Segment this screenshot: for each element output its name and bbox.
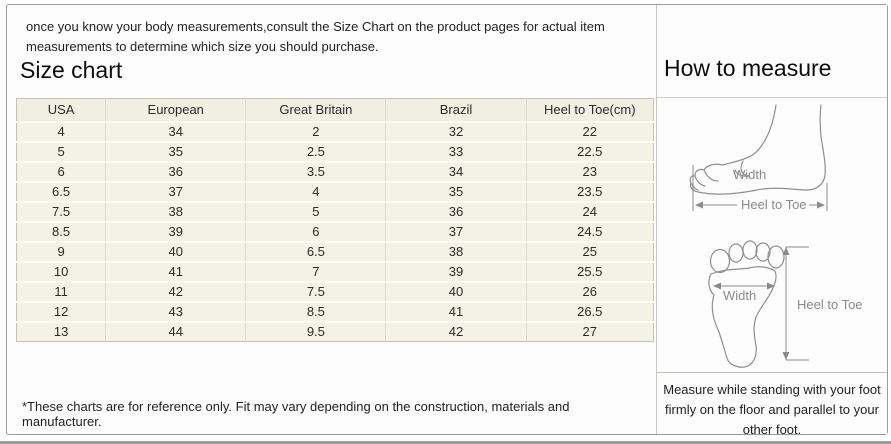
column-header-brazil: Brazil [385,98,527,122]
foot-side-outline-icon [689,104,826,195]
table-cell: 7.5 [245,280,386,302]
table-row: 7.5 38 5 36 24 [16,200,654,222]
foot-sole-view-diagram: Width Heel to Toe [708,240,863,368]
column-header-european: European [105,98,246,122]
table-row: 8.5 39 6 37 24.5 [16,220,654,242]
table-header-row: USA European Great Britain Brazil Heel t… [16,98,654,122]
size-chart-title: Size chart [20,57,123,83]
table-row: 10 41 7 39 25.5 [16,260,654,282]
table-cell: 41 [385,300,527,322]
table-cell: 2.5 [245,140,386,162]
table-cell: 9.5 [245,320,386,342]
table-row: 6.5 37 4 35 23.5 [16,180,654,202]
table-cell: 23 [525,160,654,182]
heel-to-toe-measure-lines [692,165,828,211]
table-cell: 8.5 [245,300,386,322]
table-cell: 4 [16,120,106,142]
table-row: 6 36 3.5 34 23 [16,160,654,182]
table-cell: 33 [385,140,527,162]
table-cell: 34 [105,120,246,142]
table-cell: 11 [16,280,106,302]
how-to-measure-title: How to measure [664,55,832,81]
table-row: 5 35 2.5 33 22.5 [16,140,654,162]
table-cell: 37 [385,220,527,242]
table-cell: 39 [105,220,246,242]
table-cell: 24.5 [525,220,654,242]
table-cell: 4 [245,180,386,202]
table-cell: 9 [16,240,106,262]
table-cell: 12 [16,300,106,322]
sole-measure-lines [713,246,809,361]
table-row: 11 42 7.5 40 26 [16,280,654,302]
content-frame: once you know your body measurements,con… [6,4,888,437]
column-header-usa: USA [16,98,106,122]
intro-text: once you know your body measurements,con… [26,19,605,54]
measuring-instructions: Measure while standing with your foot fi… [663,382,881,438]
table-cell: 27 [525,320,654,342]
table-cell: 6 [16,160,106,182]
side-width-label: Width [733,167,766,182]
instructions-divider [657,372,887,373]
table-cell: 10 [16,260,106,282]
table-cell: 35 [385,180,527,202]
table-cell: 42 [105,280,246,302]
table-cell: 39 [385,260,527,282]
side-heel-to-toe-label: Heel to Toe [741,197,807,212]
table-row: 4 34 2 32 22 [16,120,654,142]
table-cell: 6 [245,220,386,242]
table-cell: 38 [385,240,527,262]
column-header-great-britain: Great Britain [245,98,386,122]
table-row: 13 44 9.5 42 27 [16,320,654,342]
table-cell: 26 [525,280,654,302]
table-cell: 2 [245,120,386,142]
heading-divider [657,97,887,98]
table-row: 12 43 8.5 41 26.5 [16,300,654,322]
table-cell: 36 [385,200,527,222]
size-chart-table: USA European Great Britain Brazil Heel t… [16,98,654,342]
table-cell: 36 [105,160,246,182]
how-to-measure-panel: How to measure [656,5,887,437]
size-chart-panel: once you know your body measurements,con… [7,5,656,434]
table-cell: 3.5 [245,160,386,182]
table-cell: 22 [525,120,654,142]
table-body: 4 34 2 32 22 5 35 2.5 33 22.5 6 36 3.5 34 23 6.5 37 4 35 23… [16,120,654,342]
foot-side-view-diagram: Width Heel to Toe [689,104,828,212]
table-cell: 34 [385,160,527,182]
table-cell: 43 [105,300,246,322]
reference-footnote: *These charts are for reference only. Fi… [22,399,570,429]
table-cell: 40 [385,280,527,302]
table-cell: 6.5 [16,180,106,202]
sole-width-label: Width [723,288,756,303]
table-cell: 7.5 [16,200,106,222]
table-cell: 22.5 [525,140,654,162]
bottom-edge-shadow [0,441,891,444]
table-cell: 24 [525,200,654,222]
table-cell: 32 [385,120,527,142]
table-cell: 42 [385,320,527,342]
table-cell: 25 [525,240,654,262]
table-cell: 35 [105,140,246,162]
table-cell: 37 [105,180,246,202]
table-cell: 23.5 [525,180,654,202]
table-cell: 7 [245,260,386,282]
table-cell: 41 [105,260,246,282]
table-cell: 13 [16,320,106,342]
table-cell: 5 [16,140,106,162]
table-cell: 25.5 [525,260,654,282]
table-cell: 5 [245,200,386,222]
foot-sole-outline-icon [708,240,785,368]
table-cell: 8.5 [16,220,106,242]
table-row: 9 40 6.5 38 25 [16,240,654,262]
sole-heel-to-toe-label: Heel to Toe [797,297,863,312]
table-cell: 6.5 [245,240,386,262]
table-cell: 40 [105,240,246,262]
table-header: USA European Great Britain Brazil Heel t… [16,98,654,122]
column-header-heel-to-toe: Heel to Toe(cm) [525,98,654,122]
table-cell: 26.5 [525,300,654,322]
table-cell: 44 [105,320,246,342]
table-cell: 38 [105,200,246,222]
